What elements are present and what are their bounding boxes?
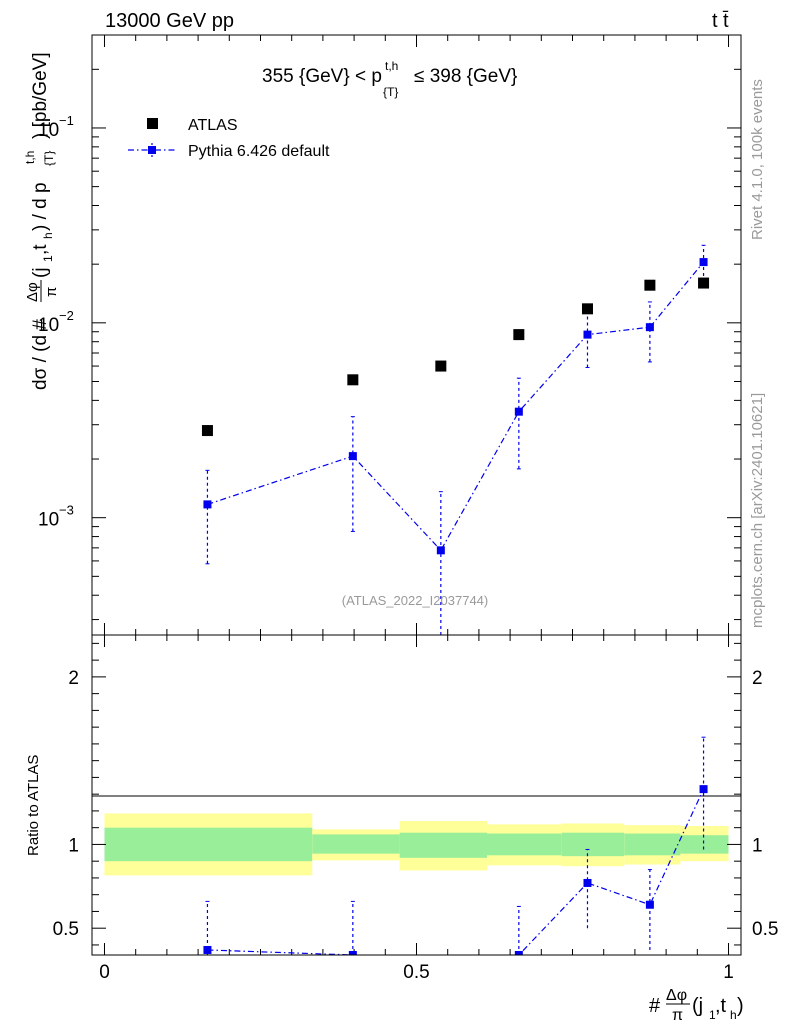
ylabel-part1: dσ / (d # bbox=[30, 319, 51, 390]
pythia-point bbox=[203, 500, 212, 509]
atlas-point bbox=[513, 329, 525, 341]
ratio-y-tick-label: 1 bbox=[68, 835, 79, 856]
legend: ATLAS Pythia 6.426 default bbox=[128, 117, 330, 160]
atlas-point bbox=[644, 279, 656, 291]
chart-title: 355 {GeV} < p t,h {T} ≤ 398 {GeV} bbox=[262, 59, 517, 99]
ratio-point bbox=[203, 945, 212, 954]
source-label: mcplots.cern.ch [arXiv:2401.10621] bbox=[749, 393, 766, 628]
title-prefix: 355 {GeV} < p bbox=[262, 66, 382, 87]
main-y-tick-label: 10 −2 bbox=[38, 308, 74, 336]
pythia-point bbox=[583, 330, 592, 339]
ylabel-fraction-den: π bbox=[43, 287, 60, 297]
legend-atlas-label: ATLAS bbox=[188, 117, 238, 134]
ratio-point bbox=[583, 878, 592, 887]
ratio-point bbox=[514, 951, 523, 955]
x-axis-label: # Δφ π (j 1 ,t h ) bbox=[649, 987, 744, 1024]
xlabel-part1: (j bbox=[692, 995, 703, 1017]
title-subscript: {T} bbox=[383, 85, 398, 99]
pythia-point bbox=[514, 407, 523, 416]
xlabel-part3: ) bbox=[737, 995, 744, 1017]
x-tick-label: 1 bbox=[723, 962, 734, 983]
inner-uncertainty-band bbox=[680, 835, 729, 854]
analysis-watermark: (ATLAS_2022_I2037744) bbox=[342, 593, 488, 608]
ratio-y-axis-label: Ratio to ATLAS bbox=[25, 755, 42, 856]
ylabel-part3: ,t bbox=[30, 244, 51, 255]
pythia-point bbox=[699, 258, 708, 267]
x-tick-label: 0 bbox=[99, 962, 110, 983]
pythia-series-line bbox=[207, 261, 705, 552]
atlas-point bbox=[698, 277, 710, 289]
ylabel-subscript: {T} bbox=[42, 151, 56, 166]
ratio-point bbox=[348, 951, 357, 955]
main-axis-ticks: 10−310−210−1 bbox=[38, 35, 741, 635]
ratio-y-tick-label: 0.5 bbox=[53, 919, 79, 940]
process-label-base: t bbox=[712, 10, 718, 32]
main-y-tick-label: 10 −3 bbox=[38, 503, 74, 531]
ylabel-sub2: h bbox=[41, 232, 55, 239]
ratio-plot-group bbox=[203, 736, 708, 955]
y-tick-exponent: −3 bbox=[59, 503, 74, 518]
xlabel-sub2: h bbox=[730, 1008, 737, 1022]
process-label-bar: t̄ bbox=[723, 10, 729, 32]
y-tick-mantissa: 10 bbox=[38, 315, 59, 336]
ylabel-part4: ) / d p bbox=[30, 182, 51, 231]
main-series bbox=[201, 244, 710, 635]
rivet-version-label: Rivet 4.1.0, 100k events bbox=[749, 79, 766, 240]
collision-energy-label: 13000 GeV pp bbox=[105, 10, 234, 32]
legend-pythia-label: Pythia 6.426 default bbox=[188, 143, 330, 160]
xlabel-part2: ,t bbox=[715, 995, 727, 1017]
xlabel-hash: # bbox=[649, 995, 661, 1017]
ylabel-fraction-num: Δφ bbox=[24, 282, 41, 302]
ratio-y-tick-label-right: 2 bbox=[752, 668, 763, 689]
ratio-y-tick-label: 2 bbox=[68, 668, 79, 689]
ratio-series bbox=[203, 736, 708, 955]
inner-uncertainty-band bbox=[561, 832, 625, 857]
ratio-y-tick-label-right: 1 bbox=[752, 835, 763, 856]
y-tick-mantissa: 10 bbox=[38, 120, 59, 141]
legend-atlas-marker bbox=[147, 118, 158, 129]
ratio-panel: 0 0.5 1 0.5 0.5 1 1 2 2 bbox=[53, 634, 778, 983]
title-superscript: t,h bbox=[385, 59, 398, 73]
inner-uncertainty-band bbox=[487, 833, 562, 856]
ylabel-superscript: t,h bbox=[23, 151, 37, 164]
inner-uncertainty-band bbox=[399, 832, 488, 858]
xlabel-fraction-den: π bbox=[672, 1007, 683, 1024]
xlabel-fraction-num: Δφ bbox=[666, 987, 687, 1004]
atlas-point bbox=[347, 374, 359, 386]
title-suffix: ≤ 398 {GeV} bbox=[414, 66, 517, 87]
ratio-axis-ticks: 0 0.5 1 0.5 0.5 1 1 2 2 bbox=[53, 635, 778, 983]
process-label: t t̄ bbox=[712, 10, 729, 32]
ratio-frame bbox=[91, 634, 742, 956]
y-tick-mantissa: 10 bbox=[38, 510, 59, 531]
ratio-point bbox=[645, 900, 654, 909]
x-tick-label: 0.5 bbox=[403, 962, 429, 983]
inner-uncertainty-band bbox=[104, 827, 313, 862]
main-y-axis-label: dσ / (d # Δφ π (j 1 ,t h ) / d p t,h {T}… bbox=[23, 52, 60, 390]
y-tick-exponent: −1 bbox=[59, 113, 74, 128]
ylabel-part2: (j bbox=[30, 267, 51, 278]
ylabel-part5: ) [pb/GeV] bbox=[30, 52, 51, 139]
ylabel-sub1: 1 bbox=[41, 255, 55, 262]
main-panel: 10−310−210−1 bbox=[38, 34, 742, 636]
legend-pythia-marker bbox=[148, 146, 156, 154]
ratio-point bbox=[699, 785, 708, 794]
atlas-point bbox=[581, 303, 593, 315]
inner-uncertainty-band bbox=[312, 834, 400, 854]
uncertainty-bands bbox=[104, 813, 729, 876]
inner-uncertainty-band bbox=[624, 833, 681, 856]
main-y-tick-label: 10 −1 bbox=[38, 113, 74, 141]
pythia-point bbox=[348, 452, 357, 461]
pythia-point bbox=[645, 323, 654, 332]
y-tick-exponent: −2 bbox=[59, 308, 74, 323]
xlabel-sub1: 1 bbox=[709, 1008, 716, 1022]
atlas-point bbox=[435, 360, 447, 372]
atlas-point bbox=[201, 425, 213, 437]
pythia-point bbox=[436, 546, 445, 555]
ratio-y-tick-label-right: 0.5 bbox=[752, 919, 778, 940]
